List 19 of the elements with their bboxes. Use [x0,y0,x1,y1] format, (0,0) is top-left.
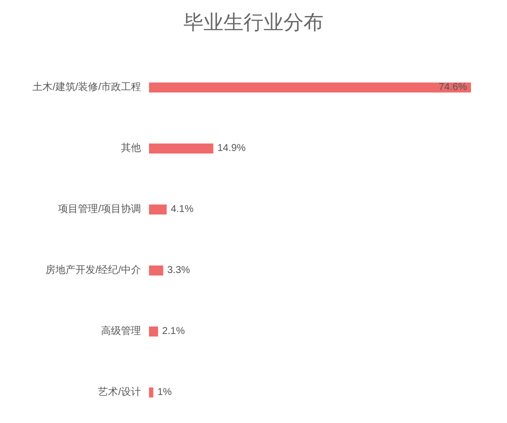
bar [149,144,214,154]
y-tick-label: 土木/建筑/装修/市政工程 [32,81,141,93]
y-tick-label: 房地产开发/经纪/中介 [45,264,141,276]
data-label: 2.1% [162,326,185,337]
y-tick-label: 其他 [121,142,141,154]
y-tick-label: 高级管理 [101,325,141,337]
data-label: 74.6% [438,82,468,93]
bar [149,204,167,214]
data-label: 4.1% [170,204,194,215]
y-tick-label: 艺术/设计 [98,386,141,398]
bar [149,82,471,92]
bar [149,388,154,398]
data-label: 1% [157,387,172,398]
bar [149,326,158,336]
chart-title: 毕业生行业分布 [184,12,324,34]
data-label: 3.3% [167,265,190,276]
data-label: 14.9% [217,143,246,154]
y-tick-label: 项目管理/项目协调 [58,203,141,215]
bar [149,266,164,276]
